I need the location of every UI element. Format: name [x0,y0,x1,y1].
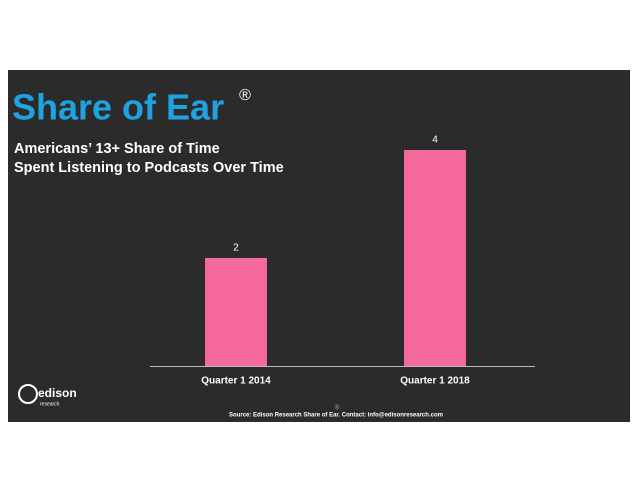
chart-title: Share of Ear [12,87,224,128]
bar [404,150,466,366]
footer-mark: ® [335,405,340,412]
value-label: 2 [233,243,239,254]
x-tick-label: Quarter 1 2014 [201,376,271,387]
x-tick-label: Quarter 1 2018 [400,376,470,387]
subtitle: Americans’ 13+ Share of Time [14,141,220,157]
logo-text: research [40,401,60,407]
source: Source: Edison Research Share of Ear. Co… [229,413,443,419]
panel [8,70,630,422]
logo-text: edison [38,386,77,400]
subtitle: Spent Listening to Podcasts Over Time [14,160,284,176]
title-mark: ® [239,87,251,104]
logo-icon [18,384,38,404]
value-label: 4 [432,135,438,146]
bar [205,258,267,366]
